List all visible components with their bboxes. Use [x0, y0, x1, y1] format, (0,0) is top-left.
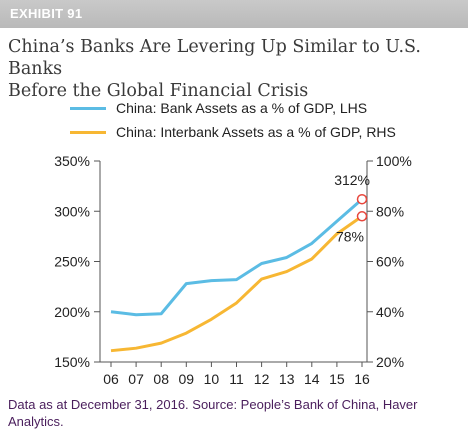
- x-tick-label: 09: [179, 371, 195, 387]
- x-tick-label: 13: [279, 371, 295, 387]
- series-line-interbank-assets: [110, 215, 363, 353]
- x-tick-label: 14: [304, 371, 320, 387]
- left-tick-label: 350%: [54, 153, 90, 169]
- legend-item-interbank-assets: China: Interbank Assets as a % of GDP, R…: [70, 122, 396, 146]
- annotation-interbank-assets-value: 78%: [336, 228, 364, 244]
- annotation-bank-assets-value: 312%: [334, 172, 370, 188]
- left-tick-label: 150%: [54, 354, 90, 370]
- x-tick-label: 10: [204, 371, 220, 387]
- right-tick-label: 20%: [376, 354, 404, 370]
- right-tick-label: 60%: [376, 254, 404, 270]
- left-tick-label: 300%: [54, 203, 90, 219]
- x-tick-label: 07: [128, 371, 144, 387]
- left-tick-label: 250%: [54, 254, 90, 270]
- x-tick-label: 06: [103, 371, 119, 387]
- x-tick-label: 12: [254, 371, 270, 387]
- exhibit-label: EXHIBIT 91: [10, 6, 83, 21]
- legend-label-interbank-assets: China: Interbank Assets as a % of GDP, R…: [116, 124, 396, 140]
- right-tick-label: 100%: [376, 153, 412, 169]
- left-tick-label: 200%: [54, 304, 90, 320]
- line-chart: 150% 200% 250% 300% 350% 20% 40% 60% 80% 100% 06 07…: [54, 153, 412, 387]
- legend-item-bank-assets: China: Bank Assets as a % of GDP, LHS: [70, 98, 396, 122]
- chart-title-line-1: China’s Banks Are Levering Up Similar to…: [8, 37, 421, 79]
- series-line-bank-assets: [110, 198, 363, 317]
- chart-title-line-2: Before the Global Financial Crisis: [8, 81, 309, 101]
- legend-swatch-interbank-assets: [70, 131, 106, 134]
- endpoint-marker-bank-assets: [356, 193, 368, 205]
- right-tick-label: 40%: [376, 304, 404, 320]
- x-tick-label: 15: [329, 371, 345, 387]
- x-tick-label: 11: [229, 371, 244, 387]
- right-tick-label: 80%: [376, 203, 404, 219]
- x-tick-label: 08: [153, 371, 169, 387]
- x-tick-label: 16: [354, 371, 370, 387]
- chart-legend: China: Bank Assets as a % of GDP, LHS Ch…: [70, 98, 396, 146]
- chart-title: China’s Banks Are Levering Up Similar to…: [8, 36, 463, 102]
- endpoint-marker-interbank-assets: [356, 211, 368, 222]
- source-note: Data as at December 31, 2016. Source: Pe…: [8, 397, 418, 429]
- legend-swatch-bank-assets: [70, 107, 106, 110]
- legend-label-bank-assets: China: Bank Assets as a % of GDP, LHS: [116, 100, 368, 116]
- exhibit-header-bar: EXHIBIT 91: [0, 0, 468, 28]
